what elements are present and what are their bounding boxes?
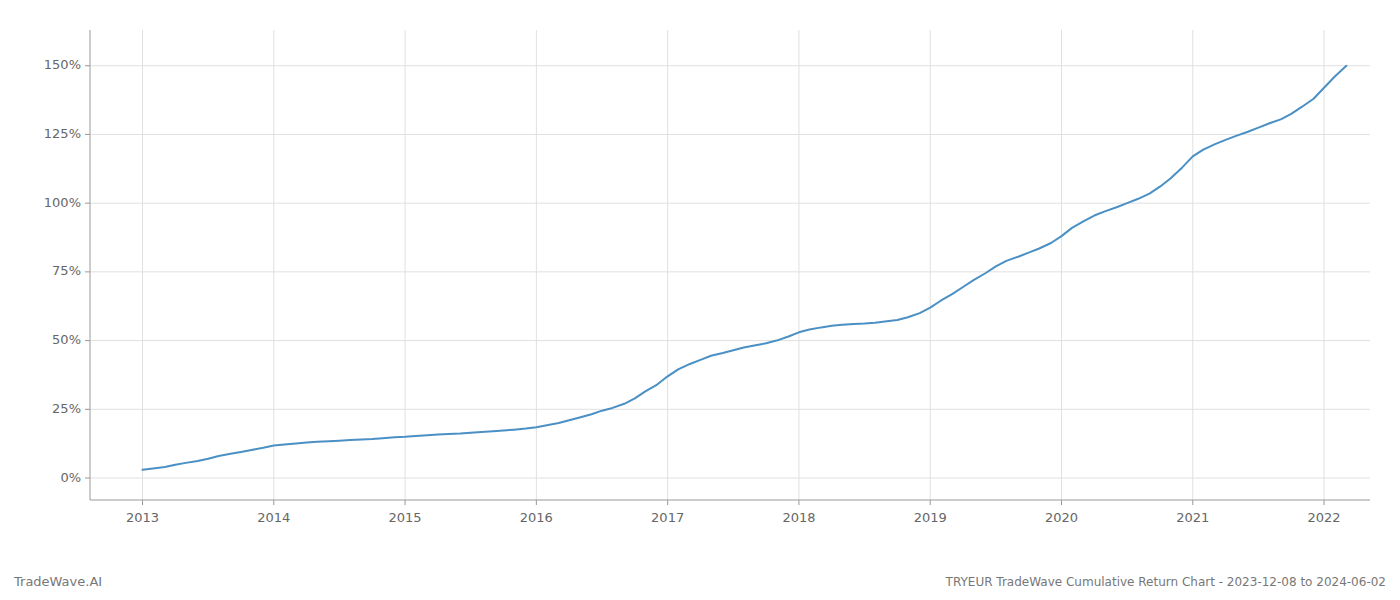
x-tick-label: 2018 [782,510,815,525]
x-tick-label: 2013 [126,510,159,525]
y-grid-line [90,409,1370,410]
x-tick [536,500,537,505]
y-tick-label: 125% [44,126,81,141]
x-tick [1192,500,1193,505]
x-grid-line [798,30,799,500]
y-tick [85,65,90,66]
y-tick [85,203,90,204]
y-tick-label: 150% [44,57,81,72]
title: TRYEUR TradeWave Cumulative Return Chart… [945,575,1386,589]
y-tick-label: 100% [44,195,81,210]
x-tick [142,500,143,505]
x-tick [930,500,931,505]
x-tick-label: 2022 [1308,510,1341,525]
x-grid-line [405,30,406,500]
y-grid-line [90,478,1370,479]
x-tick-label: 2016 [520,510,553,525]
y-tick [85,271,90,272]
axes: 0% 25% 50% 75% 100% 125% 150% 2013 2014 2015 2016 2… [44,30,1370,525]
y-tick-label: 0% [60,470,81,485]
watermark: TradeWave.AI [13,574,102,589]
chart: 0% 25% 50% 75% 100% 125% 150% 2013 2014 2015 2016 2… [0,0,1400,600]
y-grid-line [90,134,1370,135]
y-tick-label: 75% [52,263,81,278]
x-grid-line [667,30,668,500]
x-grid-line [536,30,537,500]
x-tick-label: 2014 [257,510,290,525]
x-tick-label: 2019 [914,510,947,525]
y-grid-line [90,271,1370,272]
x-tick-label: 2015 [389,510,422,525]
y-tick [85,409,90,410]
y-tick-label: 25% [52,401,81,416]
x-axis-line [90,500,1370,501]
y-tick [85,134,90,135]
x-tick [667,500,668,505]
x-tick-label: 2017 [651,510,684,525]
x-grid-line [142,30,143,500]
x-tick [798,500,799,505]
x-tick [1324,500,1325,505]
line [143,66,1347,470]
y-grid-line [90,203,1370,204]
grid [90,30,1370,500]
y-tick-label: 50% [52,332,81,347]
y-axis-line [90,30,91,500]
plot-area [143,66,1347,470]
x-tick-label: 2021 [1176,510,1209,525]
x-grid-line [1324,30,1325,500]
y-grid-line [90,340,1370,341]
x-tick [273,500,274,505]
x-tick-label: 2020 [1045,510,1078,525]
x-grid-line [1192,30,1193,500]
x-grid-line [1061,30,1062,500]
y-grid-line [90,65,1370,66]
x-tick [1061,500,1062,505]
y-tick [85,340,90,341]
y-tick [85,478,90,479]
x-grid-line [273,30,274,500]
x-tick [405,500,406,505]
x-grid-line [930,30,931,500]
